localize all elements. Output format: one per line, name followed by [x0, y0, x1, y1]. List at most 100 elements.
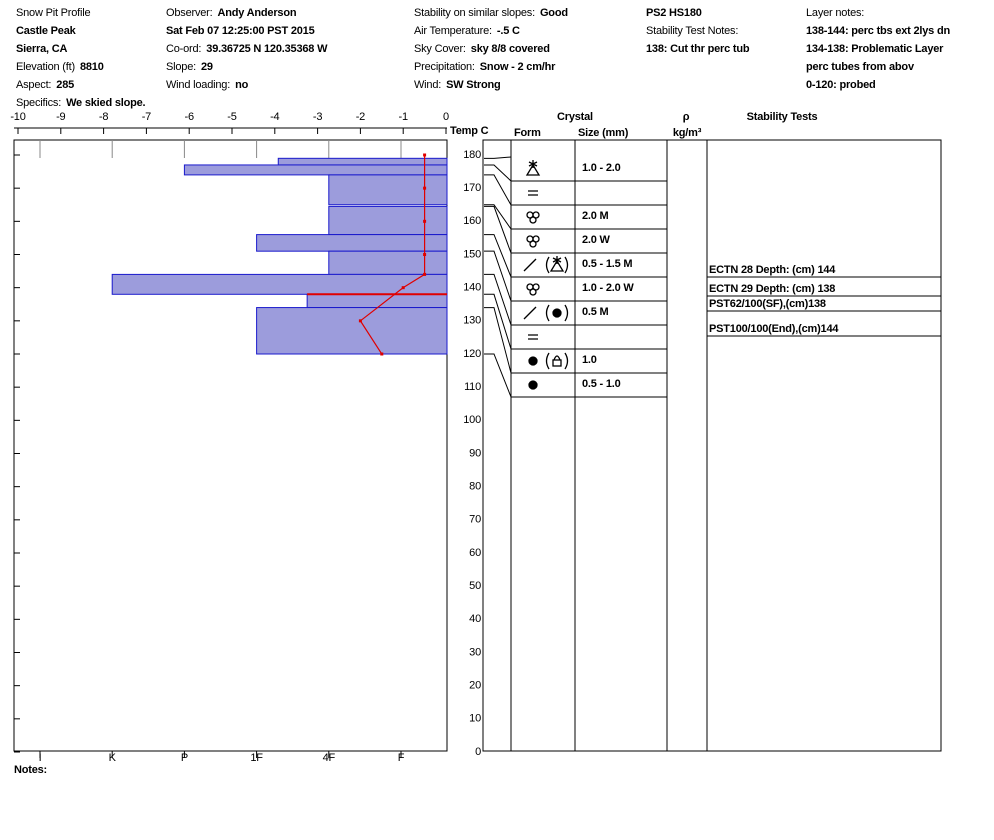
- field-value: Castle Peak: [16, 25, 77, 37]
- symbol-part: [552, 359, 562, 367]
- symbol-part: [523, 306, 537, 320]
- field-value: SW Strong: [446, 79, 500, 91]
- temperature-label: Temp C: [450, 125, 489, 137]
- crystal-size: 2.0 W: [582, 234, 611, 246]
- x-tick-label: -2: [356, 111, 365, 123]
- symbol-part: [528, 160, 538, 168]
- y-tick-label: 170: [463, 182, 481, 194]
- size-header: Size (mm): [578, 127, 629, 139]
- symbol-part: [529, 240, 537, 248]
- x-tick-label: -6: [185, 111, 194, 123]
- field-label: Layer notes:: [806, 7, 864, 19]
- field-label: Elevation (ft): [16, 61, 75, 73]
- header-field: Castle Peak: [16, 25, 77, 37]
- temperature-point: [423, 272, 427, 276]
- field-value: Snow - 2 cm/hr: [480, 61, 556, 73]
- grain-symbols: [523, 160, 569, 390]
- field-label: Observer:: [166, 7, 213, 19]
- symbol-part: [564, 256, 569, 274]
- field-value: We skied slope.: [66, 97, 145, 109]
- crystal-size: 1.0 - 2.0 W: [582, 282, 634, 294]
- symbol-part: [528, 334, 538, 340]
- field-label: Slope:: [166, 61, 196, 73]
- symbol-part: [528, 380, 538, 390]
- temperature-point: [401, 286, 405, 290]
- x-tick-label: -3: [313, 111, 322, 123]
- y-tick-label: 70: [469, 514, 481, 526]
- layer-connector: [484, 307, 512, 374]
- field-value: 0-120: probed: [806, 79, 876, 91]
- layer-connector: [484, 234, 512, 278]
- crystal-size: 2.0 M: [582, 210, 609, 222]
- x-tick-label: -8: [99, 111, 108, 123]
- header-field: Layer notes:: [806, 7, 864, 19]
- y-tick-label: 160: [463, 215, 481, 227]
- symbol-part: [564, 304, 569, 322]
- symbol-part: [552, 256, 562, 264]
- field-label: Sky Cover:: [414, 43, 466, 55]
- y-tick-label: 150: [463, 248, 481, 260]
- symbol-part: [523, 258, 537, 272]
- temperature-point: [380, 352, 384, 356]
- symbol-part: [553, 355, 561, 361]
- field-value: Good: [540, 7, 568, 19]
- header-field: Air Temperature: -.5 C: [414, 25, 520, 37]
- y-tick-label: 100: [463, 414, 481, 426]
- header-field: Slope: 29: [166, 61, 213, 73]
- x-tick-label: -10: [10, 111, 25, 123]
- header-field: Wind loading: no: [166, 79, 249, 91]
- field-label: Specifics:: [16, 97, 61, 109]
- temperature-point: [423, 219, 427, 223]
- field-label: Precipitation:: [414, 61, 475, 73]
- layer-connector: [484, 353, 512, 398]
- field-label: Stability Test Notes:: [646, 25, 738, 37]
- notes-label: Notes:: [14, 764, 47, 776]
- temperature-point: [423, 253, 427, 256]
- hardness-bar: [328, 205, 448, 236]
- symbol-part: [552, 308, 562, 318]
- field-label: Air Temperature:: [414, 25, 492, 37]
- header-field: Observer: Andy Anderson: [166, 7, 297, 19]
- field-label: Stability on similar slopes:: [414, 7, 535, 19]
- header-field: Aspect: 285: [16, 79, 74, 91]
- stability-test: ECTN 29 Depth: (cm) 138: [709, 283, 835, 295]
- hardness-bar: [328, 174, 448, 206]
- form-header: Form: [514, 127, 541, 139]
- field-value: 134-138: Problematic Layer: [806, 43, 944, 55]
- header-field: Snow Pit Profile: [16, 7, 91, 19]
- y-tick-label: 110: [464, 381, 481, 393]
- symbol-part: [545, 256, 550, 274]
- y-tick-label: 10: [469, 713, 481, 725]
- field-value: perc tubes from abov: [806, 61, 915, 73]
- hardness-tick-label: K: [109, 752, 117, 764]
- stability-test: PST100/100(End),(cm)144: [709, 323, 839, 335]
- header-field: PS2 HS180: [646, 7, 702, 19]
- crystal-size: 0.5 - 1.0: [582, 378, 621, 390]
- symbol-part: [528, 190, 538, 196]
- x-tick-label: -9: [56, 111, 65, 123]
- header-field: Sky Cover: sky 8/8 covered: [414, 43, 550, 55]
- symbol-part: [529, 216, 537, 224]
- field-label: Snow Pit Profile: [16, 7, 91, 19]
- y-tick-label: 80: [469, 481, 481, 493]
- symbol-part: [529, 288, 537, 296]
- hardness-bar: [256, 307, 448, 355]
- symbol-part: [545, 304, 550, 322]
- symbol-part: [564, 352, 569, 370]
- hardness-bar: [256, 234, 448, 252]
- field-value: 39.36725 N 120.35368 W: [206, 43, 328, 55]
- header-field: Co-ord: 39.36725 N 120.35368 W: [166, 43, 328, 55]
- header-field: 0-120: probed: [806, 79, 876, 91]
- density-unit: kg/m³: [673, 127, 702, 139]
- header-field: Specifics: We skied slope.: [16, 97, 146, 109]
- field-value: Andy Anderson: [218, 7, 297, 19]
- hardness-bar: [111, 273, 448, 295]
- header-field: Precipitation: Snow - 2 cm/hr: [414, 61, 556, 73]
- field-label: Wind:: [414, 79, 441, 91]
- y-tick-label: 180: [463, 149, 481, 161]
- symbol-part: [549, 259, 565, 272]
- hardness-bar: [183, 164, 448, 176]
- crystal-size: 1.0 - 2.0: [582, 162, 621, 174]
- crystal-size: 0.5 - 1.5 M: [582, 258, 632, 270]
